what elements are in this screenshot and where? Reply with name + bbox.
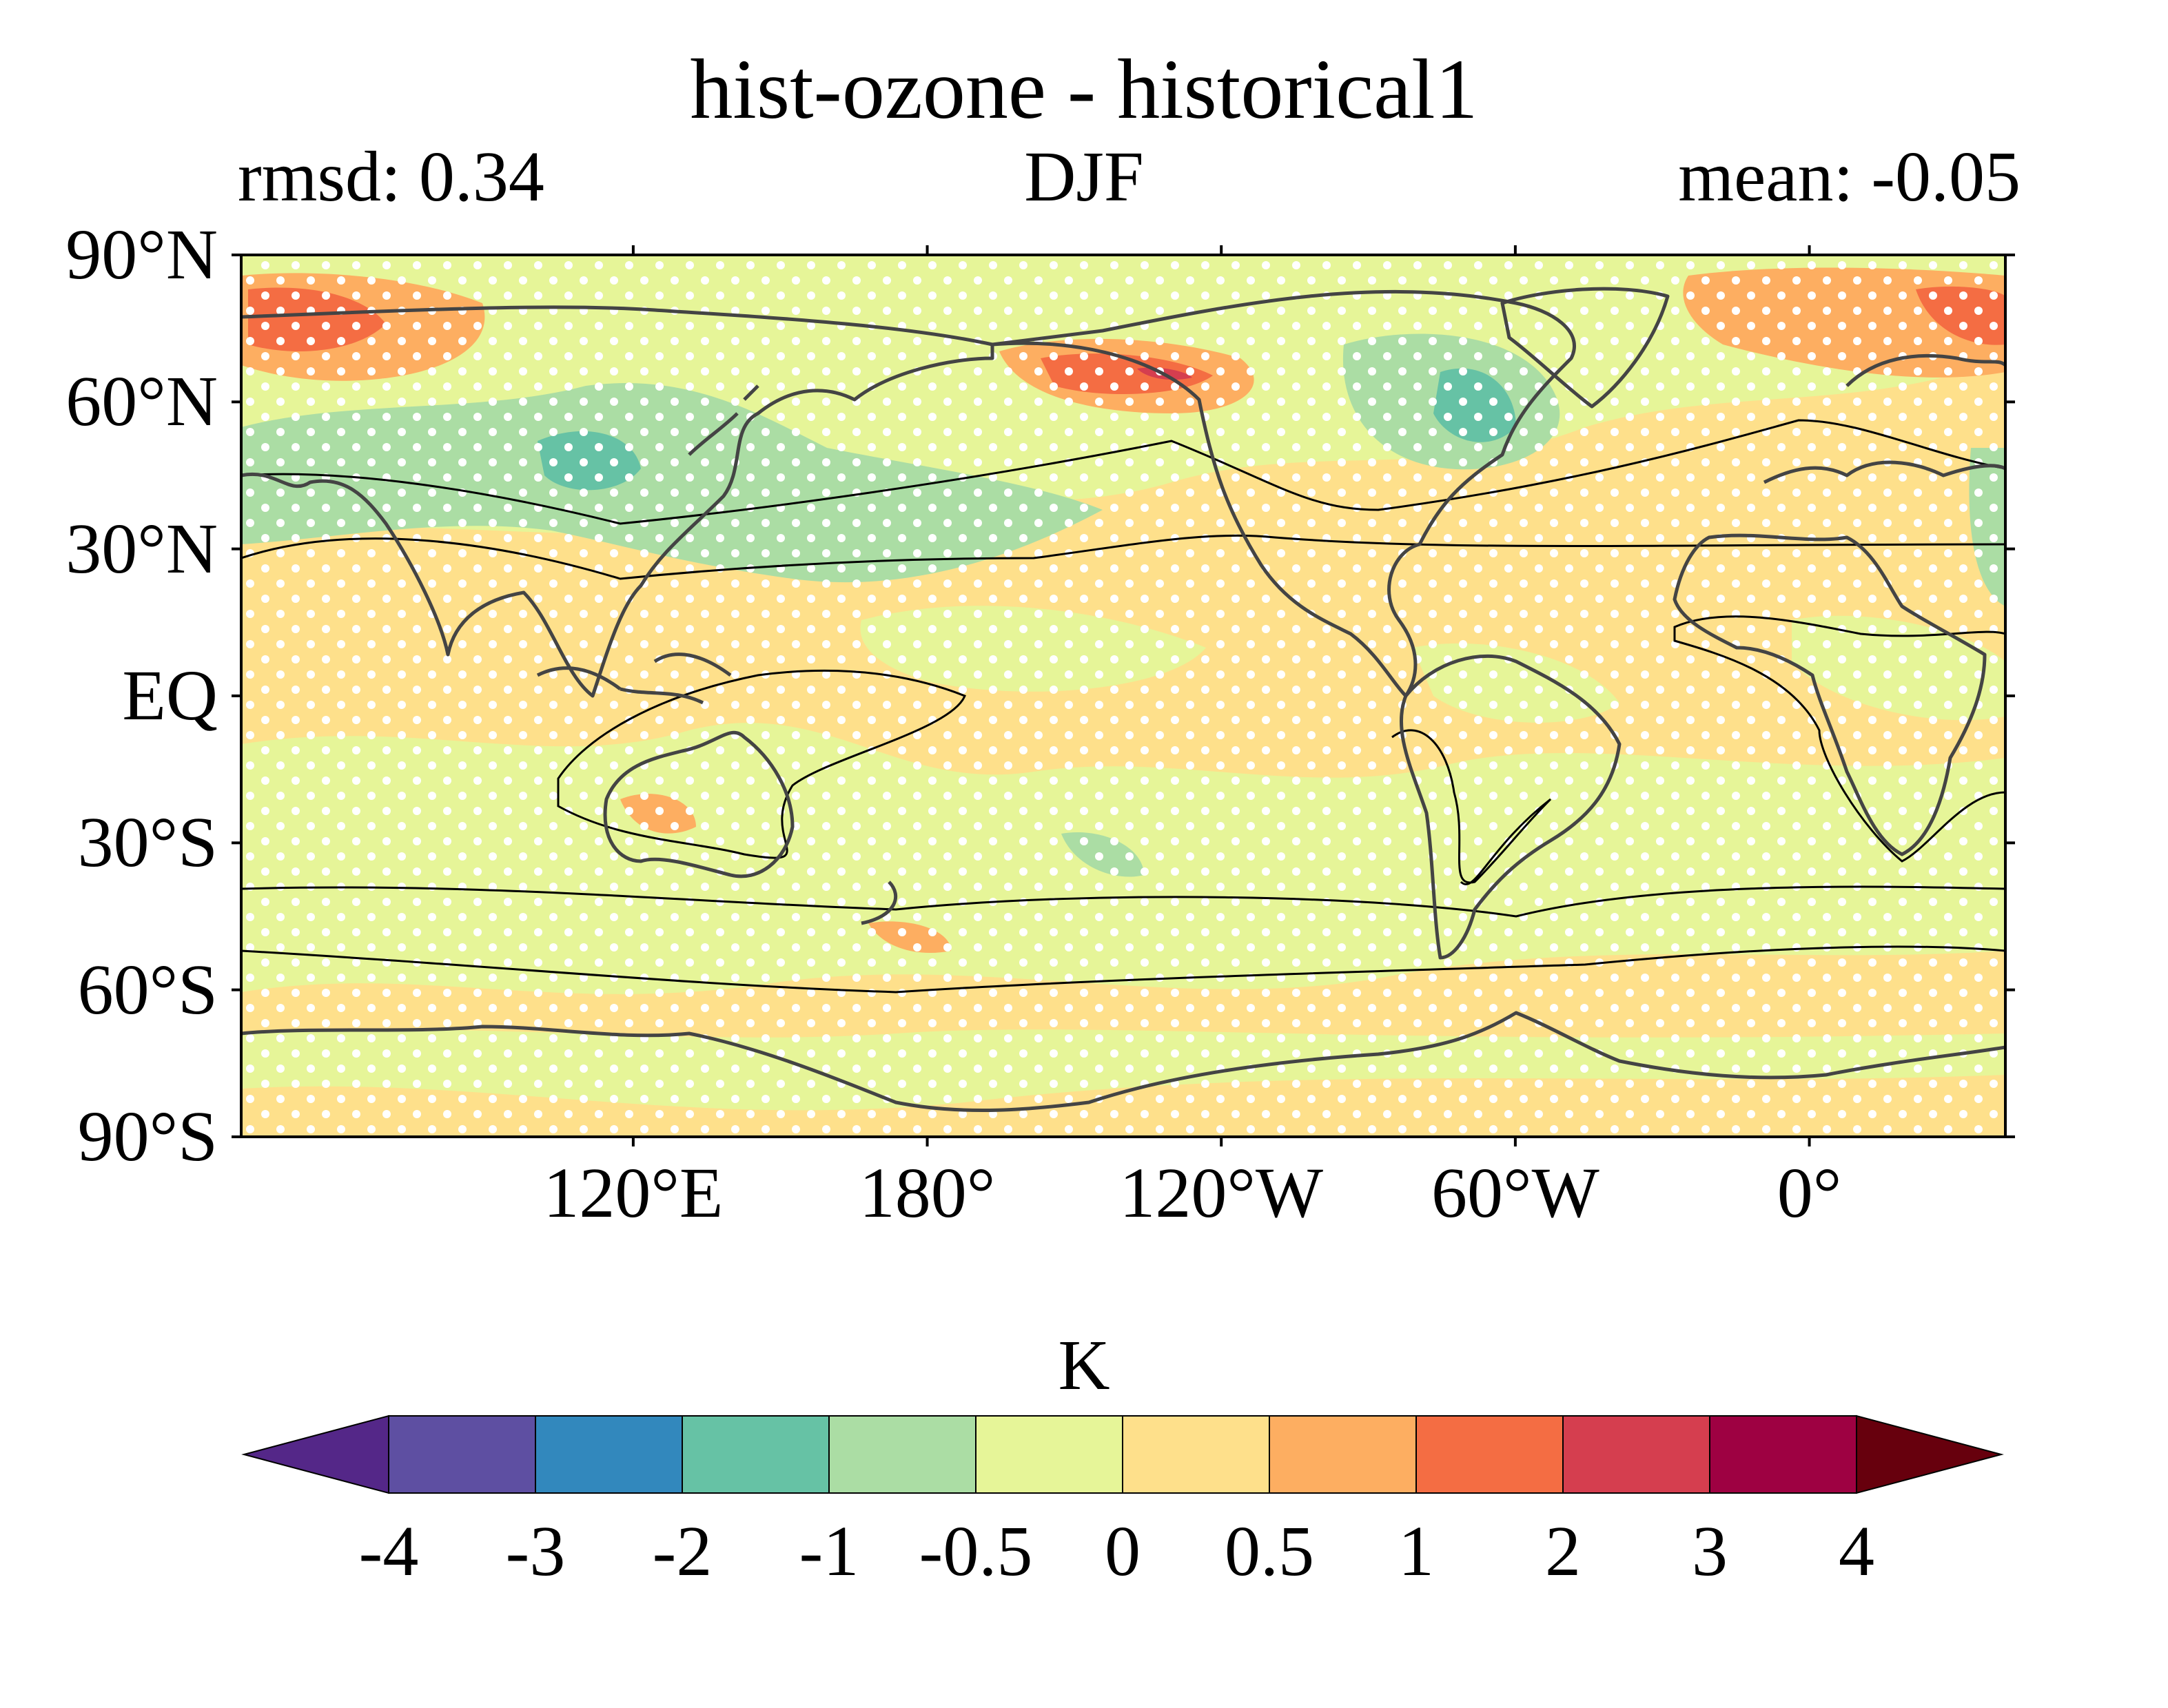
colorbar [241,1414,2004,1494]
colorbar-tick-label: -0.5 [919,1512,1033,1591]
colorbar-segment [975,1415,1123,1494]
map-title: hist-ozone - historical1 [690,42,1478,136]
rmsd-label: rmsd: 0.34 [238,137,544,216]
colorbar-extend-high [1856,1414,2004,1494]
colorbar-tick-label: -2 [652,1512,713,1591]
lon-tick-label: 0° [1777,1153,1842,1233]
colorbar-segment [535,1415,683,1494]
lat-tick-label: EQ [122,656,218,735]
lat-tick-label: 60°N [65,362,218,442]
colorbar-tick-label: 2 [1545,1512,1581,1591]
temperature-anomaly-field [241,255,2005,1137]
colorbar-tick-label: 3 [1692,1512,1728,1591]
lat-tick-label: 30°S [77,803,218,883]
colorbar-segment [1709,1415,1857,1494]
colorbar-tick-label: -3 [505,1512,566,1591]
season-label: DJF [1024,137,1144,216]
colorbar-tick-label: 0 [1105,1512,1141,1591]
lon-tick-label: 120°E [543,1153,724,1233]
lon-tick-label: 120°W [1119,1153,1324,1233]
lon-tick-label: 180° [859,1153,996,1233]
colorbar-segment [828,1415,976,1494]
lat-tick-label: 90°S [77,1097,218,1176]
colorbar-tick-label: -4 [358,1512,419,1591]
lon-tick-label: 60°W [1431,1153,1599,1233]
colorbar-tick-label: 1 [1398,1512,1434,1591]
colorbar-extend-low [241,1414,389,1494]
lat-tick-label: 30°N [65,508,218,588]
colorbar-segment [388,1415,536,1494]
map-frame [232,245,2015,1146]
colorbar-tick-label: 0.5 [1225,1512,1314,1591]
colorbar-segment [1269,1415,1417,1494]
lat-tick-label: 90°N [65,215,218,294]
colorbar-segment [1415,1415,1564,1494]
colorbar-segment [1562,1415,1710,1494]
colorbar-segment [682,1415,830,1494]
lat-tick-label: 60°S [77,949,218,1029]
colorbar-tick-label: 4 [1839,1512,1874,1591]
colorbar-tick-label: -1 [799,1512,859,1591]
mean-label: mean: -0.05 [1678,137,2021,216]
colorbar-segment [1122,1415,1270,1494]
colorbar-unit-label: K [1058,1326,1110,1405]
